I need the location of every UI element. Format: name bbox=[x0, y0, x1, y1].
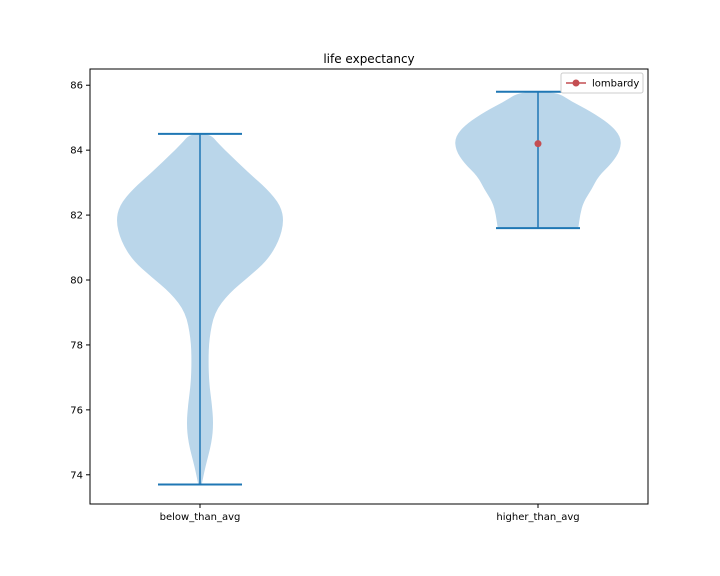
x-axis: below_than_avg higher_than_avg bbox=[160, 504, 580, 523]
violins-layer bbox=[117, 90, 621, 486]
y-tick-label-74: 74 bbox=[70, 470, 83, 481]
legend-label-lombardy: lombardy bbox=[592, 79, 639, 90]
markers-layer bbox=[534, 140, 542, 148]
legend: lombardy bbox=[560, 72, 644, 94]
y-tick-label-86: 86 bbox=[70, 81, 83, 92]
x-tick-label-higher-than-avg: higher_than_avg bbox=[496, 512, 579, 523]
chart-title: life expectancy bbox=[323, 52, 414, 66]
y-tick-label-82: 82 bbox=[70, 211, 83, 222]
x-tick-label-below-than-avg: below_than_avg bbox=[160, 512, 241, 523]
marker-lombardy bbox=[534, 140, 542, 148]
y-tick-label-84: 84 bbox=[70, 146, 83, 157]
y-tick-label-76: 76 bbox=[70, 405, 83, 416]
legend-box bbox=[560, 72, 644, 94]
legend-marker-lombardy bbox=[572, 79, 580, 87]
y-tick-label-80: 80 bbox=[70, 276, 83, 287]
plot-frame bbox=[89, 68, 649, 505]
y-axis: 74 76 78 80 82 84 86 bbox=[70, 81, 90, 481]
y-tick-label-78: 78 bbox=[70, 340, 83, 351]
